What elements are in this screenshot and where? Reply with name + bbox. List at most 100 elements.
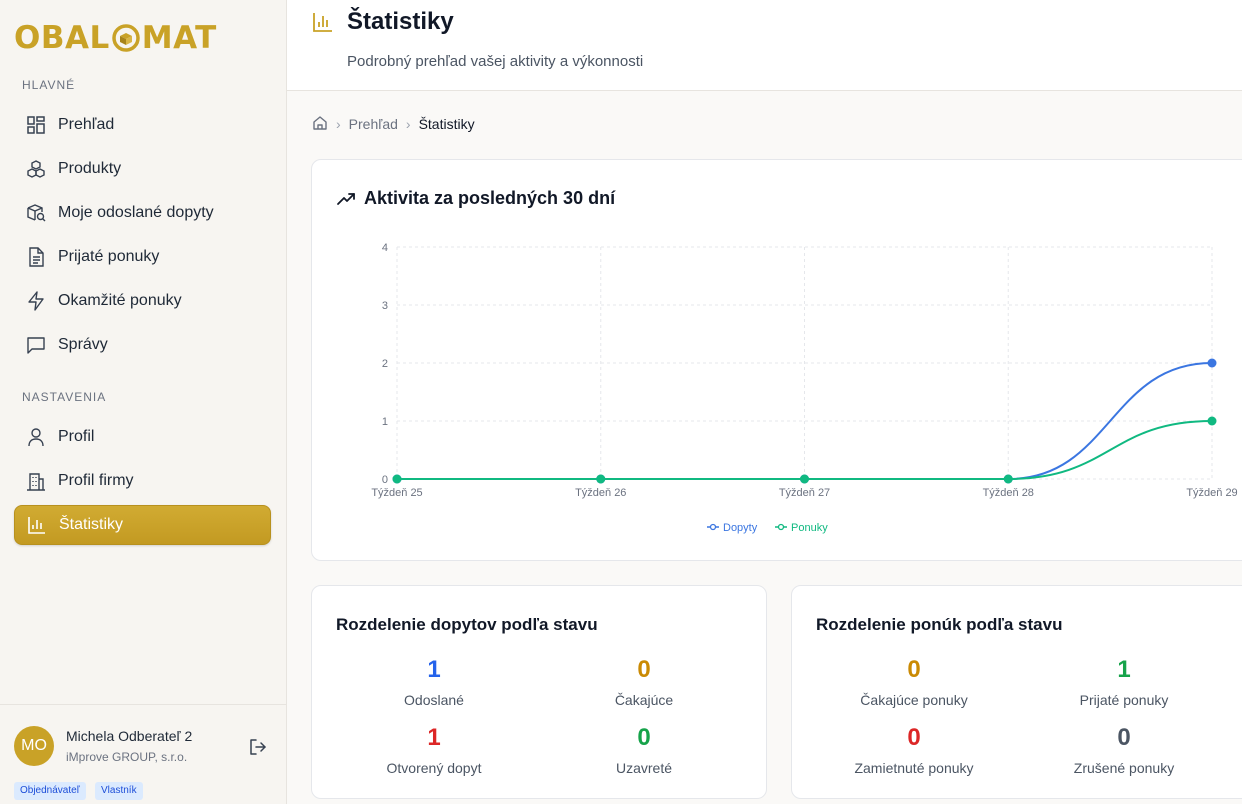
avatar[interactable]: MO [14, 726, 54, 766]
data-point-ponuky [392, 474, 402, 484]
sidebar-item-produkty[interactable]: Produkty [14, 149, 271, 189]
stat-label: Zamietnuté ponuky [854, 760, 974, 776]
sidebar-item-label: Produkty [58, 160, 122, 177]
stat-zamietnute-ponuky: 0 Zamietnuté ponuky [814, 724, 1014, 776]
package-search-icon [26, 203, 46, 223]
obalomat-logo[interactable]: OBAL MAT [14, 18, 217, 58]
x-tick-label: Týždeň 27 [779, 487, 830, 499]
stat-label: Čakajúce [614, 692, 674, 708]
stat-zrusene-ponuky: 0 Zrušené ponuky [1024, 724, 1224, 776]
inquiries-card-title: Rozdelenie dopytov podľa stavu [336, 615, 598, 634]
sidebar-item-label: Profil firmy [58, 472, 134, 489]
page-header: Štatistiky Podrobný prehľad vašej aktivi… [287, 0, 1242, 91]
stat-label: Otvorený dopyt [386, 760, 482, 776]
stat-label: Odoslané [404, 692, 464, 708]
stat-value: 0 [907, 656, 921, 683]
sidebar-item-label: Prehľad [58, 116, 115, 133]
legend-swatch-marker [709, 523, 717, 531]
sidebar-item-label: Profil [58, 428, 95, 445]
chevron-right-icon: › [405, 116, 411, 132]
y-tick-label: 4 [382, 242, 388, 254]
data-point-ponuky [596, 474, 606, 484]
sidebar-item-label: Správy [58, 336, 108, 353]
box-logo-icon [111, 23, 141, 53]
x-tick-label: Týždeň 25 [371, 487, 422, 499]
breadcrumb: › Prehľad › Štatistiky [312, 115, 475, 133]
stat-label: Čakajúce ponuky [860, 692, 968, 708]
boxes-icon [26, 159, 46, 179]
stat-uzavrete: 0 Uzavreté [544, 724, 744, 776]
y-tick-label: 3 [382, 300, 388, 312]
offers-card-title: Rozdelenie ponúk podľa stavu [816, 615, 1063, 634]
role-badge: Vlastník [95, 782, 143, 800]
stat-cakajuce-ponuky: 0 Čakajúce ponuky [814, 656, 1014, 708]
y-tick-label: 0 [382, 474, 388, 486]
legend-label: Ponuky [791, 522, 828, 534]
bar-chart-icon [312, 11, 334, 33]
sidebar-item-okamzite-ponuky[interactable]: Okamžité ponuky [14, 281, 271, 321]
x-tick-label: Týždeň 29 [1186, 487, 1237, 499]
stat-label: Uzavreté [615, 760, 673, 776]
building-icon [26, 471, 46, 491]
sidebar-item-prijate-ponuky[interactable]: Prijaté ponuky [14, 237, 271, 277]
offers-status-card: Rozdelenie ponúk podľa stavu 0 Čakajúce … [791, 585, 1242, 799]
y-tick-label: 1 [382, 416, 388, 428]
logo-text-left: OBAL [14, 20, 110, 56]
data-point-ponuky [800, 474, 809, 484]
legend-swatch-marker [777, 523, 785, 531]
data-point-dopyty [1207, 358, 1217, 368]
sidebar-item-spravy[interactable]: Správy [14, 325, 271, 365]
stat-cakajuce: 0 Čakajúce [544, 656, 744, 708]
sidebar-item-label: Prijaté ponuky [58, 248, 160, 265]
stat-label: Zrušené ponuky [1073, 760, 1175, 776]
inquiries-status-card: Rozdelenie dopytov podľa stavu 1 Odoslan… [311, 585, 767, 799]
data-point-ponuky [1003, 474, 1013, 484]
page-title: Štatistiky [347, 8, 454, 35]
sidebar-item-odoslane-dopyty[interactable]: Moje odoslané dopyty [14, 193, 271, 233]
trending-up-icon [336, 189, 356, 214]
sidebar-item-profil[interactable]: Profil [14, 417, 271, 457]
stat-value: 0 [637, 656, 651, 683]
user-name: Michela Odberateľ 2 [66, 728, 193, 744]
sidebar: OBAL MAT HLAVNÉ Prehľad Produkty Moje od… [0, 0, 287, 804]
sidebar-item-label: Štatistiky [59, 516, 124, 533]
bar-chart-icon [27, 515, 47, 535]
section-label-main: HLAVNÉ [22, 78, 76, 92]
activity-chart-card: Aktivita za posledných 30 dní 0 1 2 3 4 Týžde… [311, 159, 1242, 561]
legend-label: Dopyty [723, 522, 758, 534]
sidebar-item-statistiky[interactable]: Štatistiky [14, 505, 271, 545]
stat-value: 1 [427, 724, 441, 751]
stat-value: 1 [1117, 656, 1131, 683]
role-badge: Objednávateľ [14, 782, 86, 800]
y-tick-label: 2 [382, 358, 388, 370]
stat-prijate-ponuky: 1 Prijaté ponuky [1024, 656, 1224, 708]
stat-value: 1 [427, 656, 441, 683]
section-label-settings: NASTAVENIA [22, 390, 107, 404]
stat-label: Prijaté ponuky [1079, 692, 1169, 708]
logout-icon[interactable] [248, 737, 268, 757]
activity-line-chart[interactable]: 0 1 2 3 4 Týždeň 25 Týždeň 26 Týždeň 27 Týždeň 2… [312, 160, 1242, 560]
data-point-ponuky [1207, 416, 1217, 426]
user-company: iMprove GROUP, s.r.o. [66, 750, 188, 764]
breadcrumb-current: Štatistiky [418, 116, 475, 132]
x-tick-label: Týždeň 28 [983, 487, 1034, 499]
page-subtitle: Podrobný prehľad vašej aktivity a výkonn… [347, 53, 644, 70]
sidebar-item-prehlad[interactable]: Prehľad [14, 105, 271, 145]
stat-value: 0 [907, 724, 921, 751]
stat-value: 0 [1117, 724, 1131, 751]
sidebar-item-label: Okamžité ponuky [58, 292, 182, 309]
document-icon [26, 247, 46, 267]
logo-text-right: MAT [141, 20, 217, 56]
chevron-right-icon: › [336, 116, 341, 132]
message-icon [26, 335, 46, 355]
breadcrumb-link-prehlad[interactable]: Prehľad [348, 116, 398, 132]
stat-value: 0 [637, 724, 651, 751]
stat-otvoreny-dopyt: 1 Otvorený dopyt [334, 724, 534, 776]
sidebar-item-label: Moje odoslané dopyty [58, 204, 214, 221]
stat-odoslane: 1 Odoslané [334, 656, 534, 708]
lightning-icon [26, 291, 46, 311]
x-tick-label: Týždeň 26 [575, 487, 626, 499]
home-icon[interactable] [312, 115, 328, 134]
user-icon [26, 427, 46, 447]
sidebar-item-profil-firmy[interactable]: Profil firmy [14, 461, 271, 501]
